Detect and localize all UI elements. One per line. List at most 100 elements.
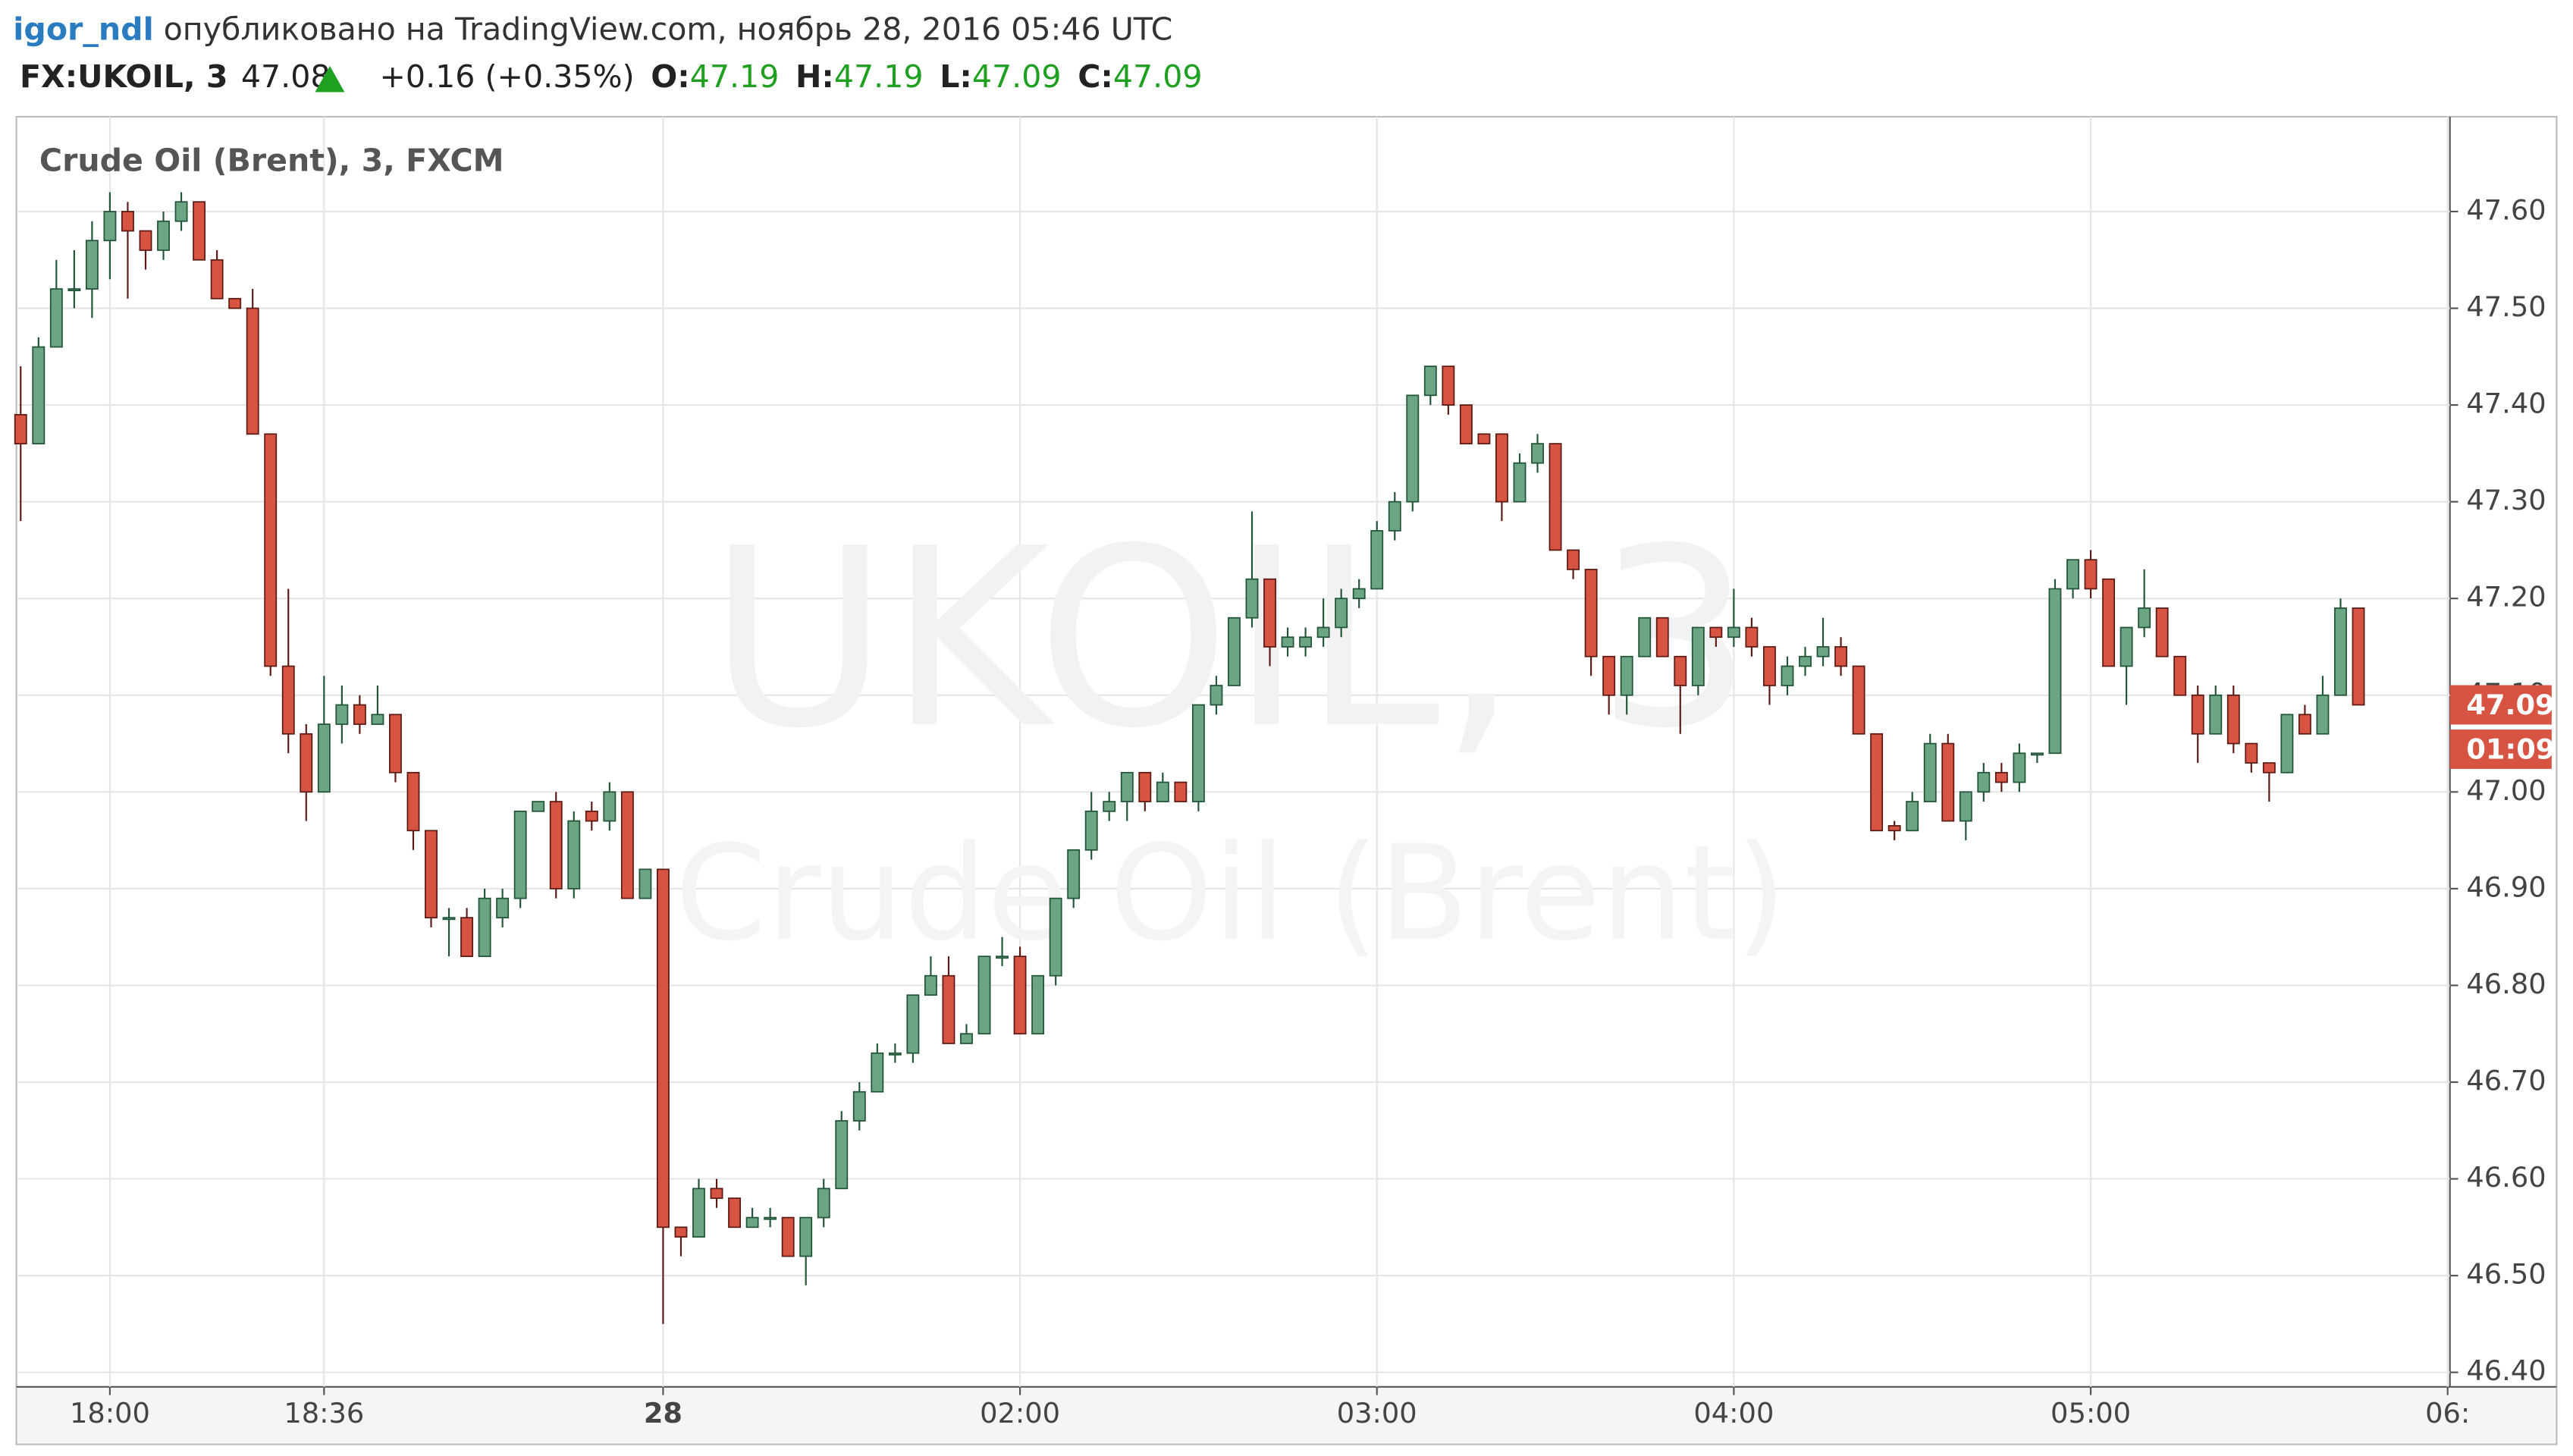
y-tick-label: 46.80 — [2466, 968, 2546, 1000]
candle-body — [1834, 646, 1848, 667]
candle-body — [871, 1052, 884, 1093]
change: +0.16 (+0.35%) — [379, 58, 634, 95]
candle-body — [1799, 655, 1812, 667]
candle-body — [1495, 433, 1508, 503]
chart-frame — [15, 115, 2558, 1445]
candle-body — [764, 1216, 777, 1220]
candle-body — [1620, 655, 1633, 696]
candle-body — [2316, 694, 2330, 735]
candle-body — [103, 211, 117, 242]
candle-body — [2173, 655, 2187, 696]
candle-body — [1263, 578, 1276, 648]
candle-body — [1781, 665, 1794, 686]
y-tick-label: 46.90 — [2466, 871, 2546, 903]
candle-body — [1691, 626, 1705, 686]
candle-body — [2298, 714, 2311, 735]
candle-body — [1245, 578, 1259, 619]
candle-body — [1406, 394, 1420, 503]
symbol-line: FX:UKOIL, 3 47.08 +0.16 (+0.35%) O:47.19 H:4… — [20, 58, 1203, 95]
candle-body — [193, 201, 206, 261]
candle-body — [121, 211, 134, 232]
candle-body — [460, 917, 474, 958]
candle-body — [1745, 626, 1759, 648]
candle-body — [1477, 433, 1491, 444]
candle-body — [532, 801, 545, 812]
candle-body — [1674, 655, 1687, 686]
candle-body — [2262, 762, 2276, 774]
ohlc-label: L: — [940, 58, 972, 95]
candle-body — [728, 1197, 742, 1228]
x-tick-label: 03:00 — [1337, 1397, 1417, 1429]
candle-body — [852, 1090, 866, 1122]
candle-body — [246, 307, 259, 435]
ohlc-value: 47.09 — [1113, 58, 1203, 95]
candle-body — [425, 830, 438, 919]
candle-body — [1513, 462, 1527, 503]
ohlc-value: 47.19 — [690, 58, 780, 95]
candle-body — [1031, 974, 1045, 1035]
candle-body — [1459, 404, 1473, 444]
candle-body — [2084, 559, 2098, 590]
candle-body — [478, 897, 491, 958]
candle-body — [1228, 617, 1241, 686]
candle-body — [745, 1216, 759, 1228]
y-tick-label: 46.40 — [2466, 1354, 2546, 1387]
candle-body — [1423, 366, 1437, 397]
y-tick-label: 47.20 — [2466, 581, 2546, 613]
candle-body — [1638, 617, 1652, 657]
candle-body — [996, 956, 1009, 959]
candle-body — [353, 704, 366, 725]
candle-body — [1281, 636, 1294, 648]
candle-body — [1084, 810, 1098, 851]
candle-body — [1994, 771, 2008, 783]
candle-body — [2155, 607, 2169, 657]
chart-title: Crude Oil (Brent), 3, FXCM — [39, 143, 504, 179]
candle-body — [1316, 626, 1330, 639]
candle-body — [1191, 704, 1205, 802]
x-tick-label: 06: — [2425, 1397, 2470, 1429]
candle-body — [139, 230, 152, 251]
y-tick-label: 47.40 — [2466, 388, 2546, 420]
candle-body — [389, 714, 402, 774]
y-tick-label: 46.60 — [2466, 1161, 2546, 1194]
candle-body — [85, 240, 99, 290]
candle-body — [639, 868, 652, 899]
candle-body — [1852, 665, 1865, 735]
candle-body — [49, 288, 63, 348]
candle-body — [157, 220, 170, 251]
candle-body — [1335, 598, 1348, 629]
candle-body — [2048, 588, 2062, 755]
x-tick-label: 05:00 — [2051, 1397, 2131, 1429]
candle-body — [1388, 500, 1401, 532]
candle-body — [2102, 578, 2116, 667]
candle-body — [2334, 607, 2347, 696]
candle-body — [2280, 714, 2294, 774]
candle-body — [942, 974, 955, 1044]
axes: 46.4046.5046.6046.7046.8046.9047.0047.10… — [70, 193, 2555, 1429]
up-arrow — [315, 65, 345, 93]
ohlc-label: C: — [1078, 58, 1113, 95]
y-tick-label: 47.60 — [2466, 193, 2546, 226]
candle-body — [585, 810, 598, 822]
candle-body — [1549, 443, 1562, 551]
candle-body — [692, 1188, 705, 1238]
candle-body — [1941, 742, 1955, 822]
candle-body — [1210, 685, 1223, 706]
candle-body — [817, 1188, 830, 1219]
ohlc-label: H: — [795, 58, 834, 95]
countdown-box — [2449, 729, 2552, 769]
author-link[interactable]: igor_ndl — [13, 11, 153, 47]
candle-body — [1156, 781, 1169, 802]
candle-body — [1816, 646, 1830, 657]
candle-body — [1138, 771, 1152, 802]
candle-body — [513, 810, 527, 899]
candle-body — [906, 994, 920, 1054]
candle-body — [32, 346, 45, 444]
candle-body — [496, 897, 510, 919]
candle-body — [710, 1188, 723, 1199]
candle-body — [1906, 801, 1919, 832]
y-tick-label: 47.50 — [2466, 290, 2546, 323]
candle-body — [1584, 569, 1598, 657]
